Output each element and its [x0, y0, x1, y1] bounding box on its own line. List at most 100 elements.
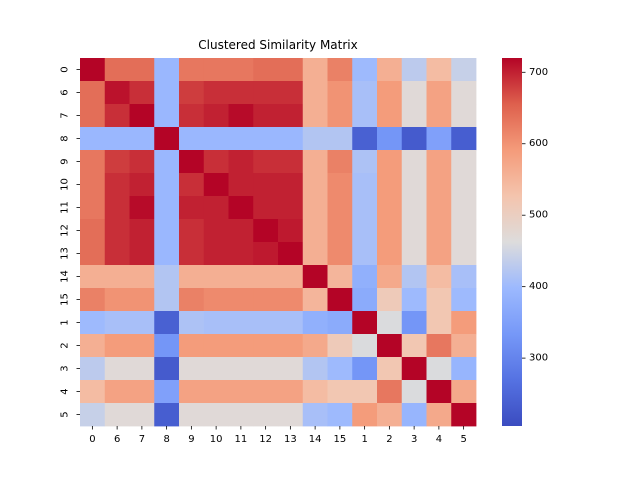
heatmap-cell: [352, 173, 378, 197]
heatmap-cell: [154, 242, 180, 266]
heatmap-cell: [80, 150, 106, 174]
heatmap-cell: [253, 242, 279, 266]
x-tick-label: 1: [361, 434, 367, 445]
heatmap-cell: [352, 403, 378, 427]
heatmap-cell: [129, 150, 155, 174]
heatmap-cell: [80, 104, 106, 128]
heatmap-cell: [203, 265, 229, 289]
heatmap-cell: [327, 357, 353, 381]
x-tick-label: 11: [235, 434, 248, 445]
heatmap-cell: [451, 265, 477, 289]
x-tick-label: 6: [114, 434, 120, 445]
heatmap-cell: [104, 173, 130, 197]
heatmap-cell: [179, 150, 205, 174]
heatmap-cell: [154, 127, 180, 151]
heatmap-cell: [302, 219, 328, 243]
heatmap-cell: [129, 334, 155, 358]
heatmap-cell: [451, 104, 477, 128]
heatmap-cell: [377, 265, 403, 289]
heatmap-cell: [80, 173, 106, 197]
heatmap-cell: [426, 58, 452, 82]
heatmap-cell: [352, 265, 378, 289]
heatmap-cell: [253, 288, 279, 312]
heatmap-cell: [426, 81, 452, 105]
heatmap-cell: [278, 58, 304, 82]
heatmap-cell: [154, 288, 180, 312]
heatmap-cell: [104, 311, 130, 335]
heatmap-cell: [80, 357, 106, 381]
heatmap-cell: [377, 357, 403, 381]
heatmap-cell: [352, 334, 378, 358]
heatmap-cell: [278, 288, 304, 312]
heatmap-cell: [129, 58, 155, 82]
heatmap-cell: [401, 150, 427, 174]
heatmap-cell: [278, 104, 304, 128]
colorbar-ticks: 300 400 500 600 700: [522, 67, 548, 364]
colorbar: [502, 58, 522, 426]
y-tick-label: 10: [60, 178, 71, 191]
heatmap-cell: [154, 403, 180, 427]
heatmap-cell: [179, 58, 205, 82]
heatmap-cell: [154, 196, 180, 220]
heatmap-cell: [129, 173, 155, 197]
heatmap-cell: [451, 150, 477, 174]
heatmap-cell: [401, 265, 427, 289]
heatmap-cell: [451, 196, 477, 220]
heatmap-cell: [302, 334, 328, 358]
heatmap-cell: [302, 288, 328, 312]
heatmap-cell: [377, 380, 403, 404]
x-tick-label: 0: [89, 434, 95, 445]
heatmap-cell: [401, 380, 427, 404]
heatmap-cell: [80, 196, 106, 220]
heatmap-cell: [253, 334, 279, 358]
heatmap-cell: [302, 150, 328, 174]
heatmap-cell: [203, 357, 229, 381]
heatmap-cell: [278, 311, 304, 335]
y-tick-label: 7: [60, 112, 71, 118]
heatmap-cell: [228, 58, 254, 82]
heatmap-cell: [179, 334, 205, 358]
heatmap-cell: [203, 104, 229, 128]
heatmap-cell: [179, 380, 205, 404]
heatmap-cell: [327, 58, 353, 82]
heatmap-cell: [377, 150, 403, 174]
heatmap-cell: [154, 380, 180, 404]
colorbar-tick-label: 600: [529, 138, 548, 149]
heatmap-cell: [228, 196, 254, 220]
heatmap-cell: [80, 380, 106, 404]
heatmap-cell: [253, 104, 279, 128]
heatmap-cell: [302, 104, 328, 128]
heatmap-cell: [129, 127, 155, 151]
heatmap-cell: [104, 196, 130, 220]
heatmap-cell: [179, 81, 205, 105]
heatmap-cell: [253, 311, 279, 335]
heatmap-cell: [451, 127, 477, 151]
heatmap-cell: [154, 219, 180, 243]
heatmap-cell: [203, 196, 229, 220]
heatmap-cell: [253, 173, 279, 197]
heatmap-cell: [302, 380, 328, 404]
heatmap-cell: [253, 58, 279, 82]
heatmap-cell: [104, 288, 130, 312]
heatmap-cell: [129, 196, 155, 220]
heatmap-cell: [104, 219, 130, 243]
heatmap-cell: [327, 311, 353, 335]
heatmap-cell: [228, 81, 254, 105]
y-tick-label: 11: [60, 201, 71, 214]
heatmap-cell: [203, 219, 229, 243]
heatmap-cell: [278, 242, 304, 266]
heatmap-cell: [377, 196, 403, 220]
heatmap-cell: [352, 81, 378, 105]
heatmap-cell: [426, 380, 452, 404]
x-tick-label: 8: [163, 434, 169, 445]
heatmap-cell: [129, 104, 155, 128]
heatmap-cell: [228, 127, 254, 151]
heatmap-cell: [80, 288, 106, 312]
heatmap-cell: [228, 219, 254, 243]
x-tick-label: 2: [386, 434, 392, 445]
heatmap-cell: [253, 81, 279, 105]
heatmap-cell: [352, 150, 378, 174]
heatmap-cell: [327, 265, 353, 289]
heatmap-cell: [278, 357, 304, 381]
heatmap-cell: [154, 265, 180, 289]
